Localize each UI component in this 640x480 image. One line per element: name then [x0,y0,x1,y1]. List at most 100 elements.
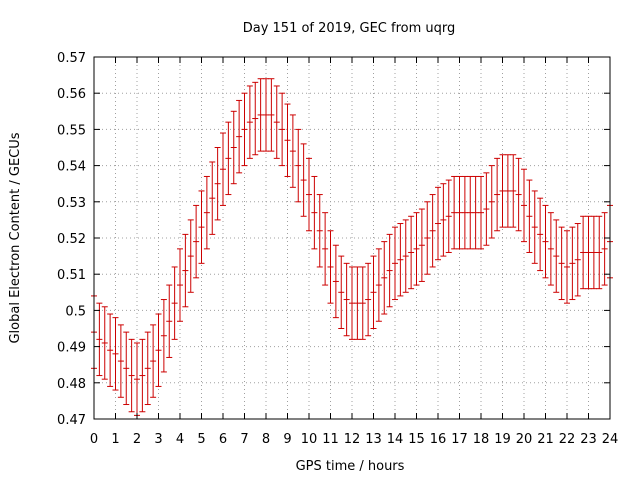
error-bar-point [203,175,210,250]
x-tick-label: 2 [133,432,141,447]
axis-ticks [93,56,611,420]
x-tick-label: 18 [473,432,490,447]
error-bar-point [531,190,538,264]
x-tick-label: 8 [262,432,270,447]
x-tick-label: 13 [365,432,382,447]
error-bar-point [510,154,517,228]
error-bar-point [392,226,398,301]
x-tick-label: 15 [408,432,425,447]
error-bar-point [96,302,103,377]
error-bar-point [386,233,393,308]
error-bar-point [214,147,221,221]
x-tick-label: 6 [219,432,227,447]
error-bar-point [155,313,162,387]
x-axis-label: GPS time / hours [296,459,405,474]
error-bar-point [128,338,135,413]
error-bar-point [107,313,114,387]
error-bar-point [397,223,404,297]
y-tick-label: 0.55 [57,123,86,138]
error-bar-point [585,215,592,290]
error-bar-point [402,219,409,293]
error-bar-point [580,215,587,290]
y-axis-label: Global Electron Content / GECUs [8,132,23,343]
error-bar-point [241,92,248,167]
error-bar-point [101,306,108,380]
y-tick-label: 0.48 [57,377,86,392]
error-bar-point [461,175,468,250]
error-bar-point [284,103,291,177]
error-bar-point [451,175,458,250]
y-tick-label: 0.54 [57,160,86,175]
x-tick-label: 21 [537,432,554,447]
y-tick-label: 0.57 [57,51,86,66]
x-tick-label: 11 [322,432,339,447]
y-tick-labels: 0.47 0.48 0.49 0.5 0.51 0.52 0.53 0.54 0.55 0.56 0… [57,51,86,428]
error-bar-point [542,204,549,279]
error-bar-point [483,172,490,246]
x-tick-label: 3 [154,432,162,447]
error-bar-point [343,262,350,337]
error-bar-point [327,230,334,304]
error-bar-point [590,215,597,290]
error-bar-point [547,212,554,286]
error-bar-point [220,132,226,206]
x-tick-label: 23 [580,432,597,447]
error-bar-point [332,244,339,319]
x-tick-labels: 0 1 2 3 4 5 6 7 8 9 10 11 12 13 14 15 16 17 18 19 20 21 22 23 24 [90,432,618,447]
error-bar-point [338,255,345,329]
error-bar-point [472,175,479,250]
error-bar-point [252,81,259,156]
error-bar-point [198,190,205,264]
x-tick-label: 4 [176,432,184,447]
x-tick-label: 22 [559,432,576,447]
error-bar-point [300,143,307,217]
error-bar-point [435,186,441,261]
x-tick-label: 1 [111,432,119,447]
y-tick-label: 0.53 [57,196,86,211]
error-bar-point [112,317,119,391]
x-tick-label: 10 [301,432,318,447]
error-bar-point [574,223,581,297]
error-bar-point [456,175,463,250]
error-bar-point [144,331,151,406]
error-bar-point [564,230,570,304]
error-bar-point [537,197,544,272]
x-tick-label: 20 [516,432,533,447]
error-bar-point [375,248,382,322]
error-bar-point [445,179,452,253]
y-tick-label: 0.5 [65,304,86,319]
error-bar-point [504,154,511,228]
error-bar-point [359,266,366,340]
error-bar-point [558,226,565,301]
error-bar-point [322,212,329,286]
error-bar-point [424,201,431,275]
error-bar-point [187,219,194,293]
error-bar-point [521,168,527,243]
x-tick-label: 12 [344,432,361,447]
y-tick-label: 0.51 [57,268,86,283]
error-bar-point [236,99,243,174]
y-tick-label: 0.47 [57,413,86,428]
error-bar-point [279,92,286,167]
error-bar-point [365,262,372,337]
x-tick-label: 9 [283,432,291,447]
error-bar-point [316,194,323,268]
error-bar-point [160,299,167,373]
error-bar-point [499,154,506,228]
error-bar-point [418,208,425,282]
error-bar-point [289,114,296,188]
error-bar-point [225,121,232,196]
error-bars [91,78,613,416]
error-bar-point [526,179,533,253]
x-tick-label: 17 [451,432,468,447]
error-bar-point [268,78,275,152]
error-bar-point [134,342,140,416]
error-bar-point [150,324,157,398]
error-bar-point [370,255,377,329]
error-bar-point [413,212,420,286]
error-bar-point [349,266,355,340]
error-bar-point [311,175,318,250]
error-bar-point [117,324,124,398]
x-tick-label: 16 [430,432,447,447]
